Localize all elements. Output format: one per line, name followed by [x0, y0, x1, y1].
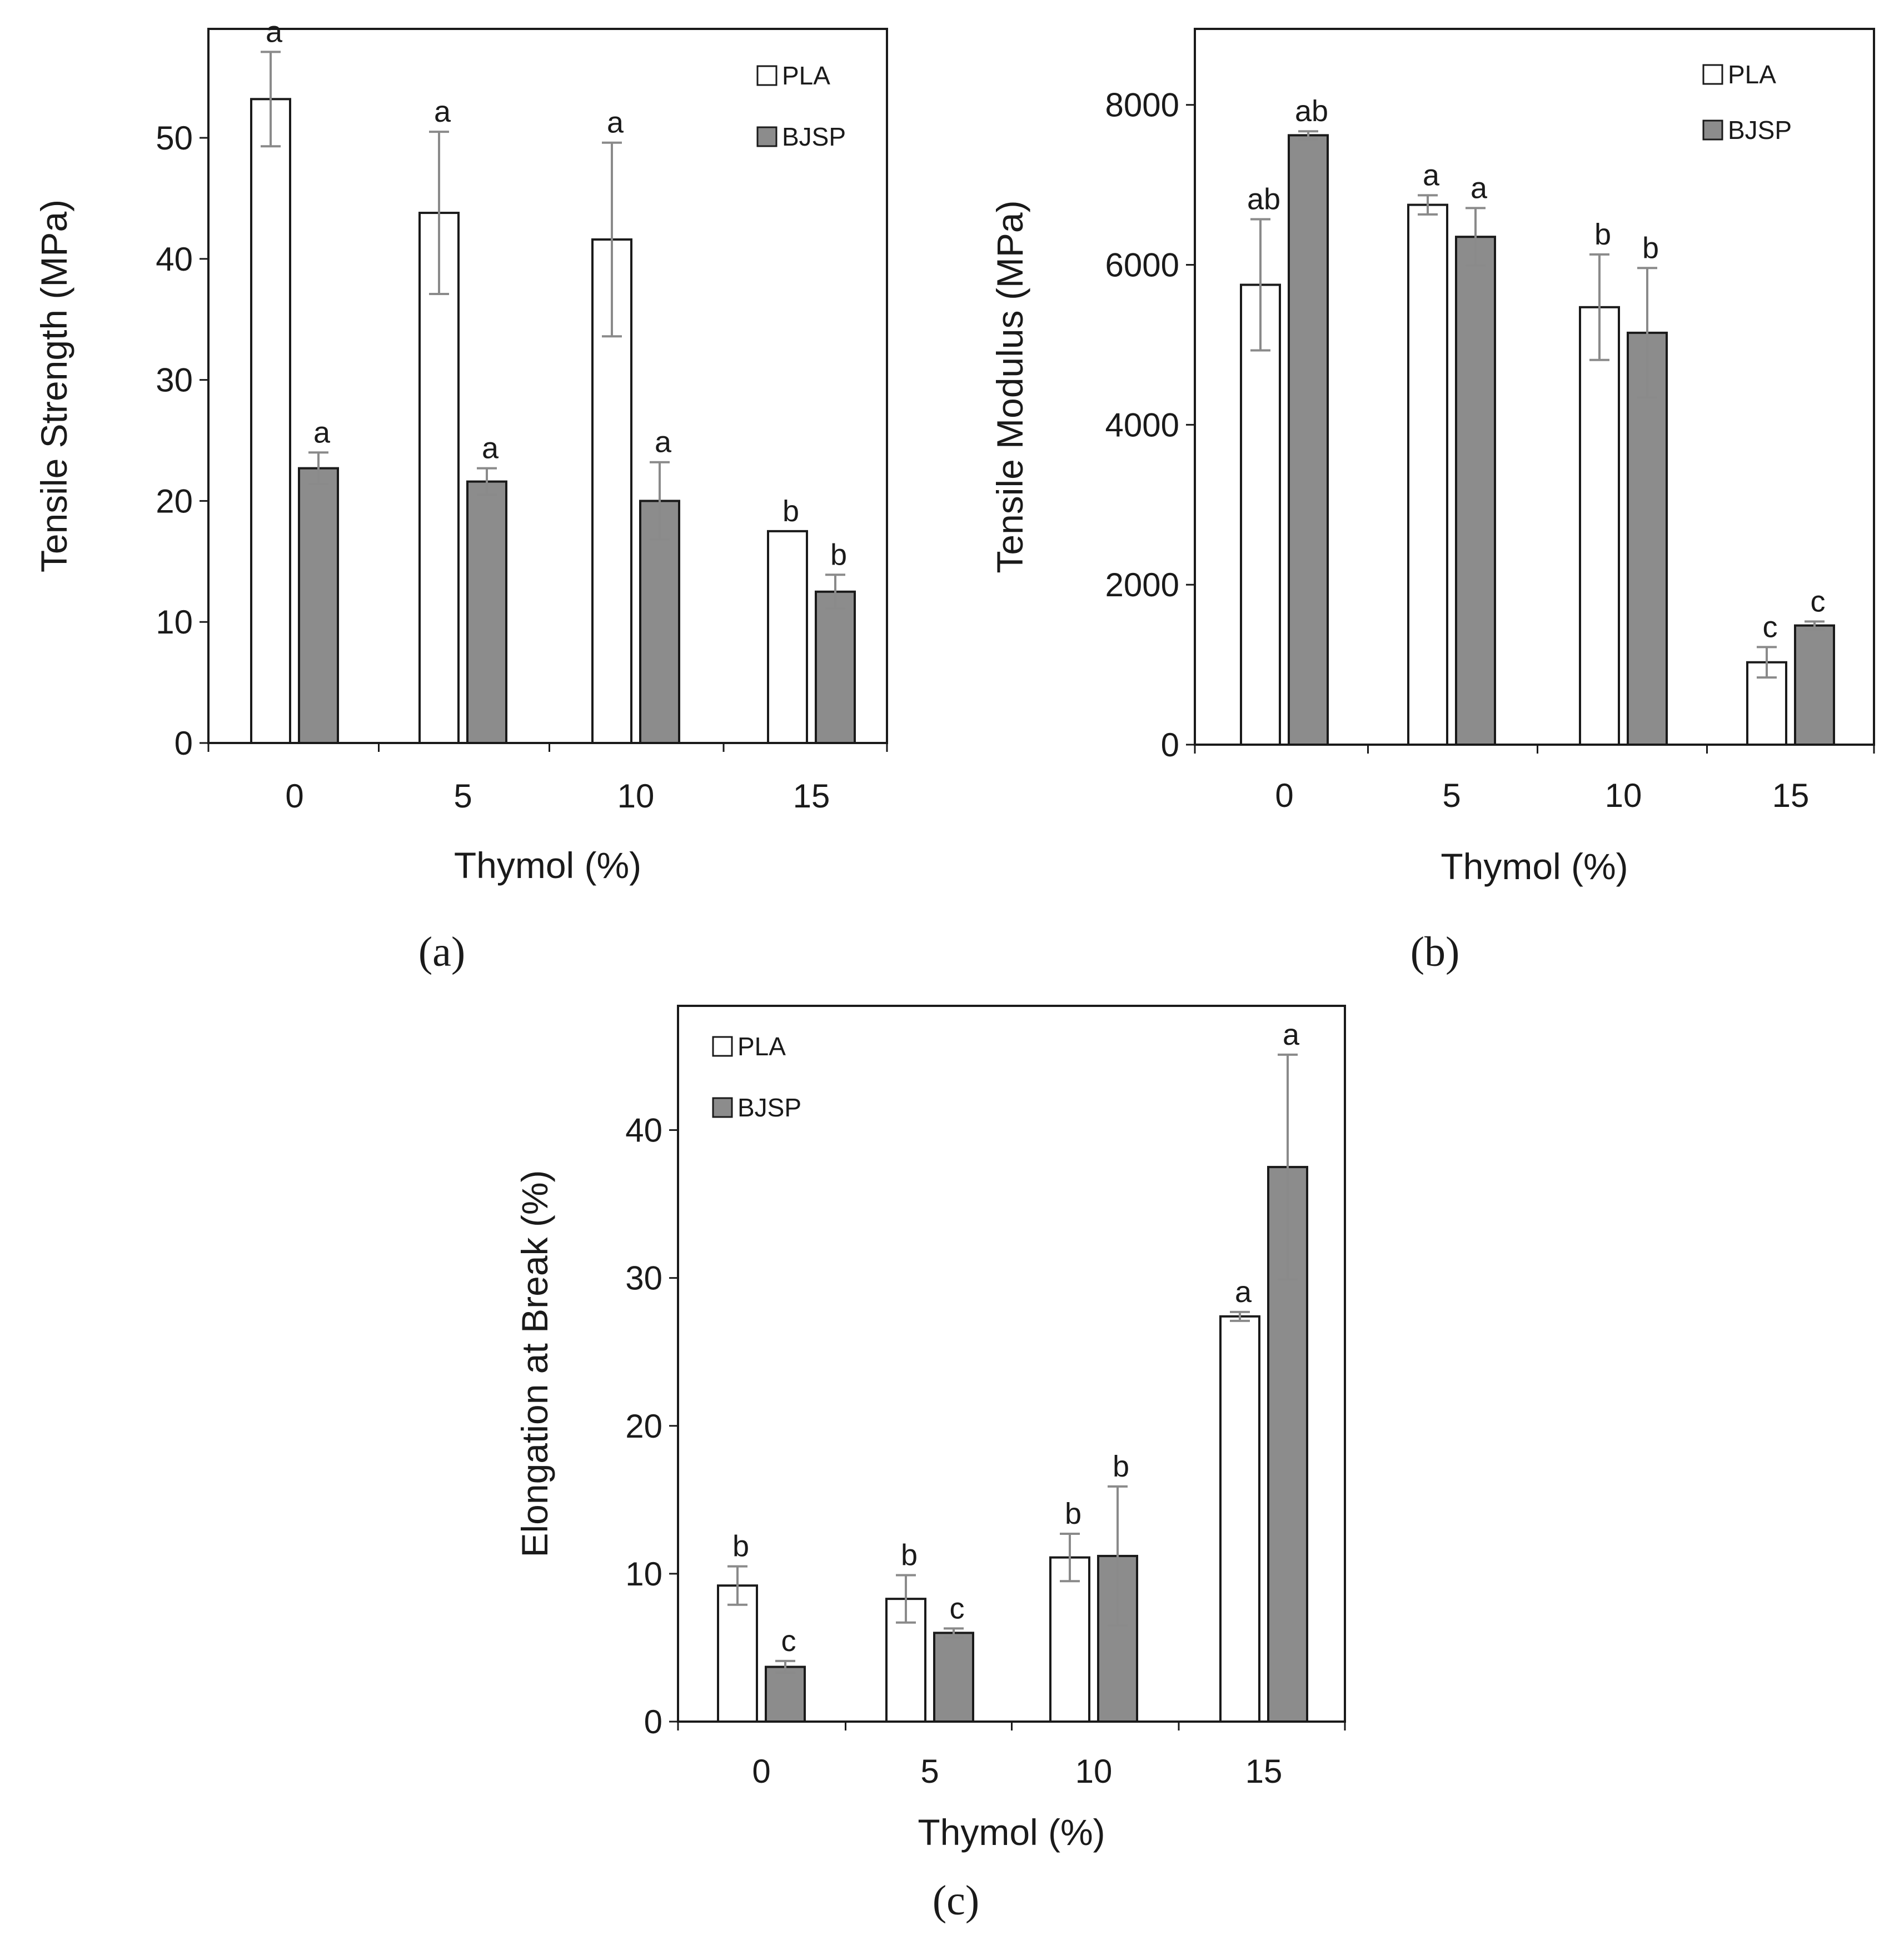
significance-label: b	[1642, 231, 1659, 265]
x-tick-label: 5	[453, 777, 472, 815]
x-tick-label: 15	[1772, 777, 1810, 814]
significance-label: a	[1423, 158, 1440, 192]
y-tick-label: 20	[156, 482, 193, 520]
significance-label: c	[781, 1624, 796, 1658]
y-tick-label: 40	[156, 241, 193, 278]
significance-label: b	[1594, 218, 1611, 251]
legend-swatch-pla	[756, 65, 777, 86]
significance-label: b	[782, 495, 799, 528]
plot-frame	[207, 28, 888, 744]
y-tick-label: 6000	[1105, 247, 1179, 284]
bar-pla-0	[717, 1584, 758, 1723]
x-tick-label: 5	[920, 1753, 939, 1790]
significance-label: a	[313, 416, 331, 449]
bar-bjsp-5	[933, 1632, 974, 1723]
significance-label: c	[1763, 610, 1778, 644]
y-tick-label: 0	[644, 1703, 662, 1740]
legend-label-pla: PLA	[1728, 60, 1776, 89]
x-axis-label: Thymol (%)	[454, 845, 641, 886]
x-tick-label: 10	[1075, 1753, 1113, 1790]
x-tick-label: 0	[285, 777, 303, 815]
x-tick-label: 0	[752, 1753, 770, 1790]
y-tick-label: 4000	[1105, 406, 1179, 443]
y-tick-label: 40	[625, 1112, 662, 1149]
bar-bjsp-10	[639, 500, 680, 745]
significance-label: b	[732, 1530, 749, 1563]
legend-label-pla: PLA	[737, 1032, 786, 1061]
bar-bjsp-0	[298, 467, 339, 744]
legend-swatch-bjsp	[712, 1097, 733, 1118]
x-tick-label: 15	[1245, 1753, 1283, 1790]
y-tick-label: 0	[1161, 726, 1179, 764]
significance-label: a	[1471, 171, 1488, 205]
chart-elongation-at-break: 0 10 20 30 40 0 5 10 15 Thymol (%) Elongation at B…	[514, 1005, 1346, 1853]
significance-label: a	[655, 426, 672, 459]
x-tick-label: 0	[1275, 777, 1293, 814]
legend-label-pla: PLA	[782, 61, 830, 90]
x-tick-label: 10	[1605, 777, 1642, 814]
panel-label-b: (b)	[1410, 929, 1460, 975]
legend-label-bjsp: BJSP	[1728, 116, 1792, 144]
significance-label: ab	[1295, 94, 1328, 128]
bar-pla-10	[1579, 306, 1620, 746]
bar-pla-0	[250, 98, 291, 745]
bar-bjsp-5	[1455, 236, 1496, 746]
significance-label: b	[1065, 1497, 1081, 1530]
bar-bjsp-15	[1794, 624, 1835, 746]
significance-label: a	[482, 432, 499, 465]
y-tick-label: 10	[156, 604, 193, 641]
bar-bjsp-0	[1288, 134, 1329, 746]
significance-label: b	[901, 1539, 918, 1572]
y-tick-label: 2000	[1105, 566, 1179, 604]
legend-swatch-pla	[712, 1036, 733, 1057]
legend-swatch-bjsp	[1702, 119, 1723, 141]
bar-pla-5	[1407, 203, 1448, 746]
legend-swatch-bjsp	[756, 126, 777, 147]
bar-pla-15	[1219, 1315, 1260, 1723]
bar-bjsp-0	[765, 1665, 806, 1723]
significance-label: ab	[1247, 183, 1280, 216]
y-tick-label: 30	[156, 362, 193, 399]
x-axis-label: Thymol (%)	[1441, 846, 1628, 887]
significance-label: b	[830, 538, 847, 571]
y-tick-label: 20	[625, 1408, 662, 1445]
y-axis-label: Tensile Modulus (MPa)	[989, 200, 1030, 573]
legend-label-bjsp: BJSP	[782, 122, 846, 151]
chart-tensile-modulus: 0 2000 4000 6000 8000 0 5 10 15 Thymol (%) Tensile…	[989, 28, 1875, 887]
significance-label: c	[1811, 585, 1826, 618]
x-tick-label: 15	[793, 777, 830, 815]
x-tick-label: 5	[1442, 777, 1461, 814]
bar-pla-5	[418, 212, 460, 744]
significance-label: a	[266, 15, 283, 48]
plot-frame	[1194, 28, 1875, 746]
y-tick-label: 0	[175, 725, 193, 762]
x-tick-label: 10	[617, 777, 655, 815]
y-tick-label: 8000	[1105, 87, 1179, 124]
significance-label: a	[1283, 1018, 1300, 1051]
bar-bjsp-15	[815, 590, 856, 745]
y-tick-label: 30	[625, 1260, 662, 1297]
significance-label: c	[950, 1592, 965, 1625]
x-axis-label: Thymol (%)	[918, 1812, 1105, 1853]
y-axis-label: Tensile Strength (MPa)	[33, 200, 74, 572]
significance-label: b	[1113, 1450, 1129, 1483]
significance-label: a	[1235, 1275, 1252, 1309]
chart-tensile-strength: 0 10 20 30 40 50 0 5 10 15 Thymol (%) Tensile Stren…	[33, 15, 888, 886]
panel-label-c: (c)	[933, 1877, 979, 1924]
bar-pla-0	[1240, 283, 1281, 746]
y-tick-label: 50	[156, 119, 193, 157]
significance-label: a	[607, 106, 624, 139]
bar-bjsp-5	[466, 480, 507, 744]
significance-label: a	[434, 95, 451, 128]
legend-swatch-pla	[1702, 64, 1723, 85]
legend-label-bjsp: BJSP	[737, 1093, 801, 1122]
y-tick-label: 10	[625, 1555, 662, 1593]
bar-pla-15	[767, 530, 808, 745]
y-axis-label: Elongation at Break (%)	[514, 1170, 555, 1557]
panel-label-a: (a)	[418, 929, 465, 975]
